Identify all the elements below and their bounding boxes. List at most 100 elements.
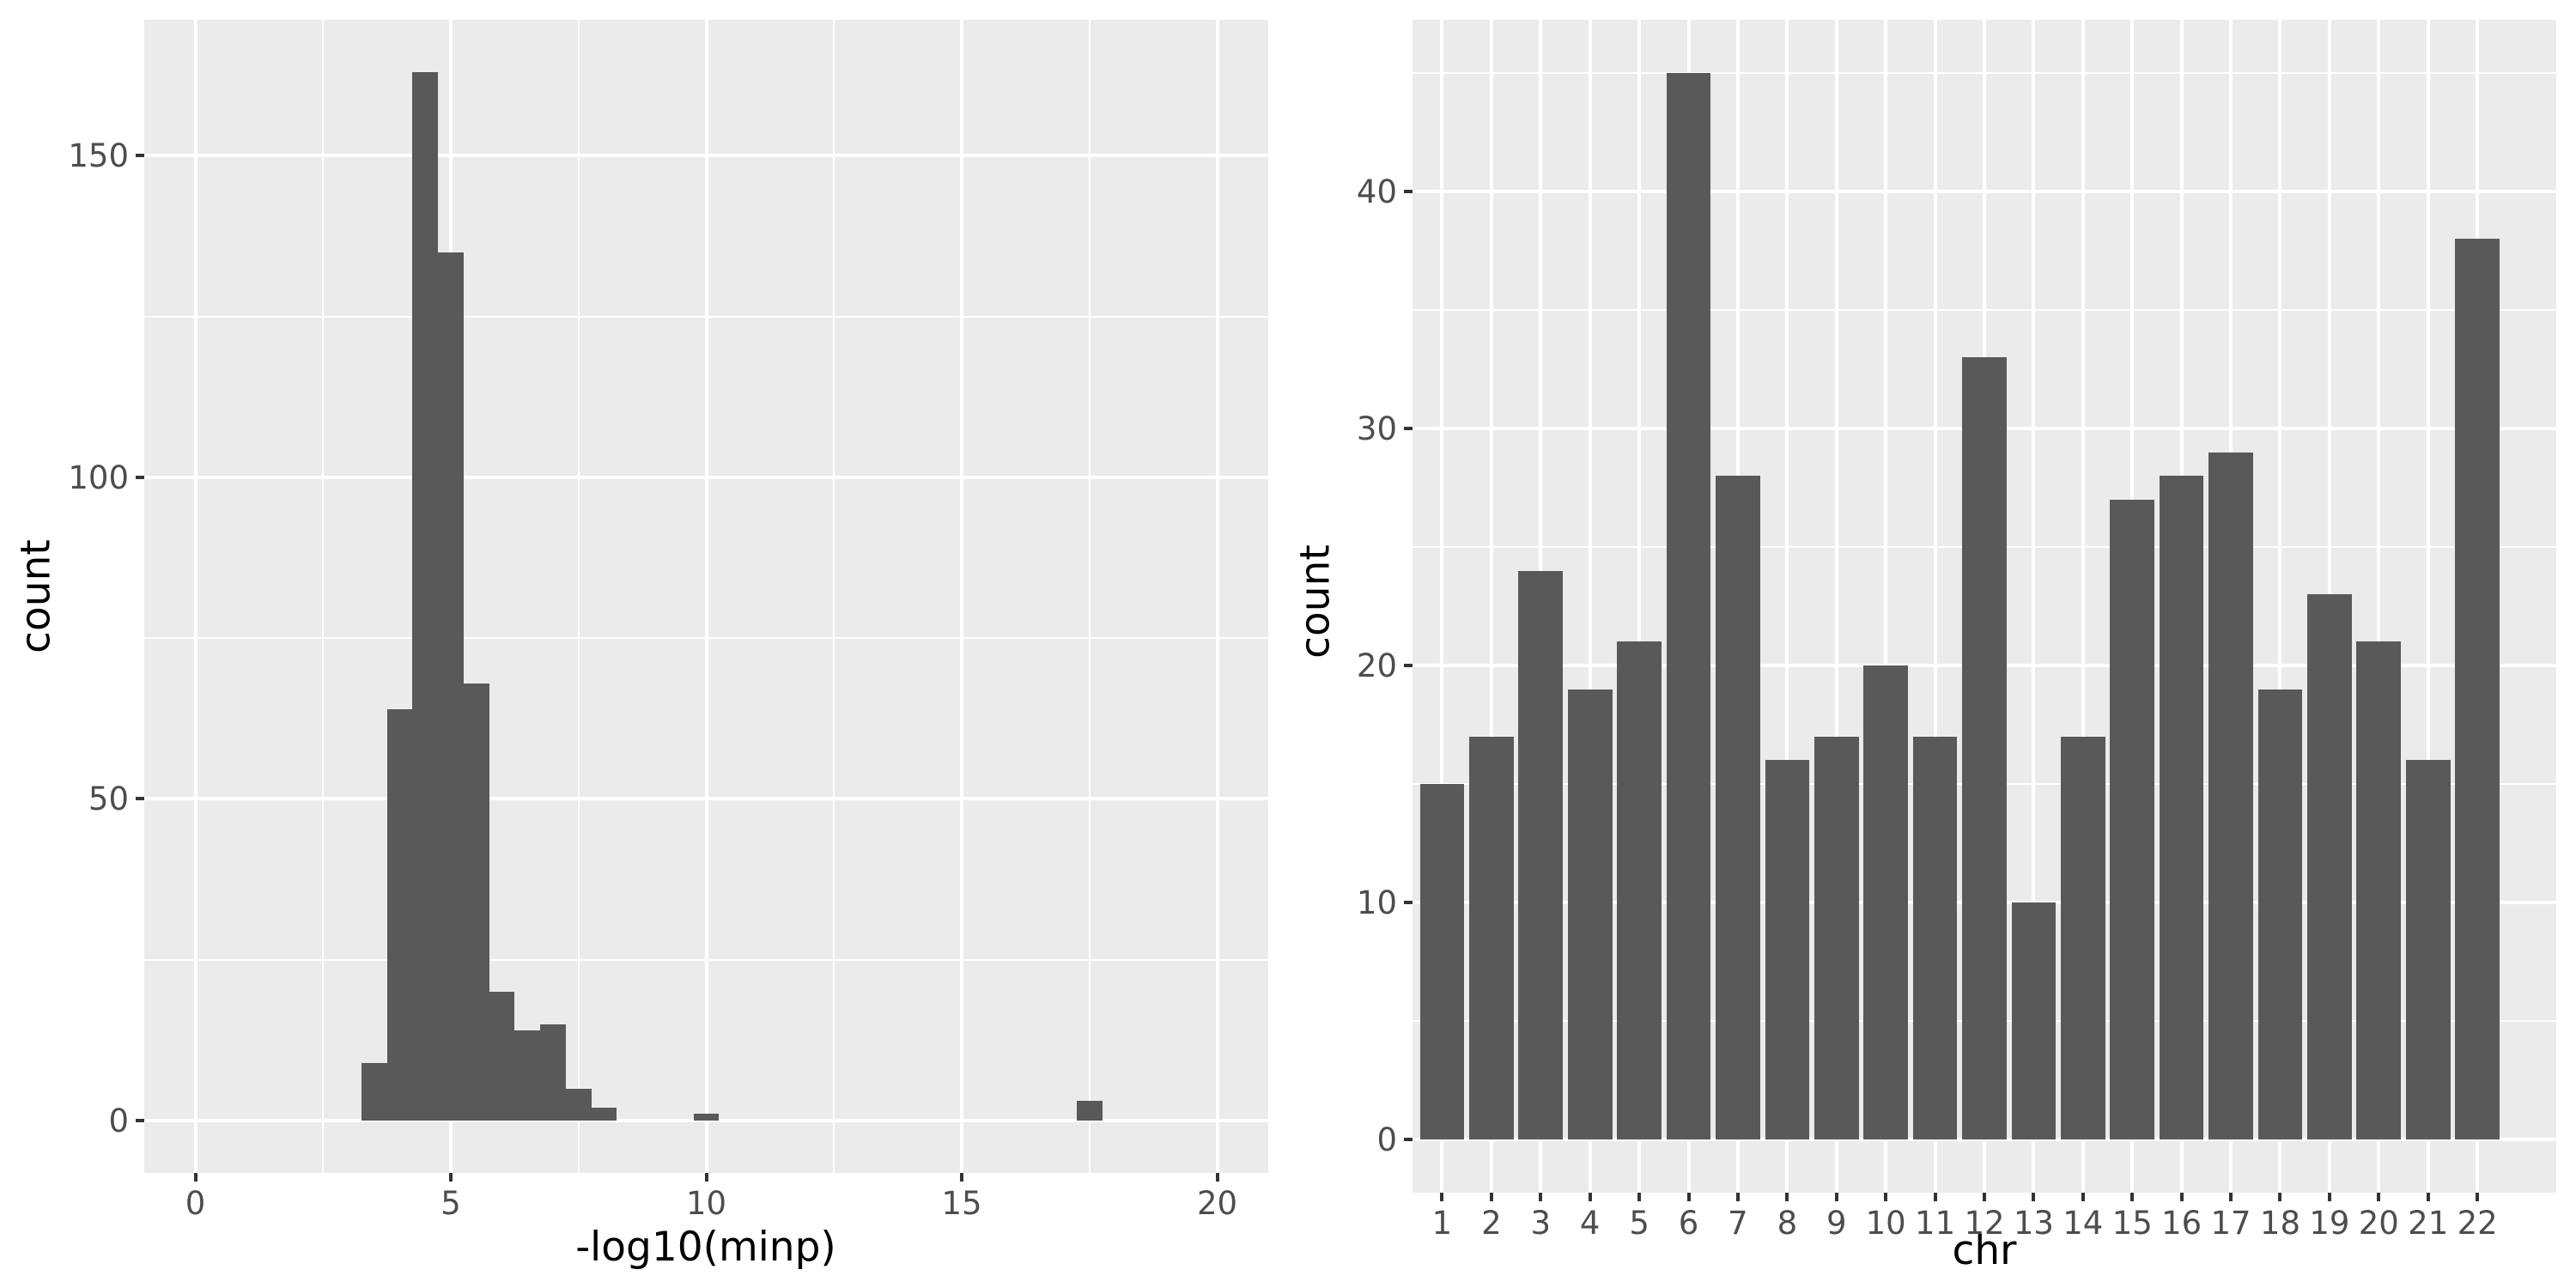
left-y-axis-title: count: [12, 539, 60, 653]
right-x-major-gridline: [1440, 20, 1444, 1193]
right-x-tickmark: [1834, 1193, 1838, 1201]
right-x-tick-label: 2: [1481, 1205, 1502, 1242]
right-x-tick-label: 5: [1629, 1205, 1649, 1242]
left-y-tick-label: 100: [68, 459, 129, 496]
right-x-tickmark: [1735, 1193, 1740, 1201]
left-x-major-gridline: [1215, 20, 1219, 1173]
histogram-bar: [540, 1024, 566, 1121]
right-x-tickmark: [1637, 1193, 1642, 1201]
right-x-major-gridline: [1637, 20, 1642, 1193]
right-x-tickmark: [2377, 1193, 2381, 1201]
bar-chr-18: [2257, 689, 2303, 1139]
right-x-tickmark: [1686, 1193, 1691, 1201]
bar-chr-5: [1617, 641, 1662, 1139]
right-x-tickmark: [2179, 1193, 2184, 1201]
left-y-tick-label: 150: [68, 137, 129, 175]
right-x-tickmark: [1588, 1193, 1592, 1201]
right-x-major-gridline: [2278, 20, 2282, 1193]
right-y-tickmark: [1404, 427, 1413, 431]
right-x-tickmark: [2229, 1193, 2233, 1201]
right-x-major-gridline: [2081, 20, 2085, 1193]
right-x-tick-label: 14: [2063, 1205, 2104, 1242]
right-x-tickmark: [2476, 1193, 2480, 1201]
right-x-tick-label: 7: [1728, 1205, 1748, 1242]
right-y-tick-label: 10: [1356, 884, 1397, 921]
left-y-tickmark: [136, 154, 144, 158]
right-x-tickmark: [1884, 1193, 1888, 1201]
bar-chr-17: [2208, 452, 2253, 1139]
histogram-bar: [693, 1114, 720, 1121]
left-y-tick-label: 50: [88, 781, 129, 818]
bar-chr-10: [1863, 665, 1908, 1139]
histogram-bar: [438, 252, 464, 1121]
right-x-tickmark: [2081, 1193, 2085, 1201]
histogram-bar: [1076, 1101, 1103, 1121]
right-x-major-gridline: [1884, 20, 1888, 1193]
left-x-tickmark: [193, 1173, 197, 1182]
left-x-tick-label: 0: [185, 1185, 206, 1222]
right-x-axis-title: chr: [1952, 1227, 2017, 1274]
right-x-tickmark: [2032, 1193, 2036, 1201]
right-x-major-gridline: [1785, 20, 1789, 1193]
bar-chr-19: [2307, 594, 2352, 1139]
left-x-tick-label: 10: [685, 1185, 727, 1222]
right-x-tickmark: [1983, 1193, 1986, 1201]
bar-chr-16: [2159, 476, 2204, 1139]
right-x-tick-label: 4: [1579, 1205, 1601, 1242]
bar-chr-2: [1469, 736, 1514, 1139]
right-x-tickmark: [2278, 1193, 2282, 1201]
bar-chr-9: [1814, 736, 1859, 1139]
right-y-tick-label: 40: [1356, 173, 1397, 211]
histogram-bar: [463, 683, 489, 1121]
right-x-tickmark: [1933, 1193, 1937, 1201]
right-x-major-gridline: [1489, 20, 1493, 1193]
left-x-tickmark: [1215, 1173, 1219, 1182]
left-x-minor-gridline: [577, 20, 580, 1173]
right-y-tickmark: [1404, 1137, 1413, 1141]
left-x-tick-label: 15: [941, 1185, 982, 1222]
right-y-tick-label: 30: [1356, 410, 1397, 448]
right-x-tick-label: 11: [1915, 1205, 1956, 1242]
left-x-major-gridline: [193, 20, 197, 1173]
right-y-tick-label: 0: [1376, 1121, 1397, 1158]
left-x-tickmark: [960, 1173, 963, 1182]
histogram-bar: [591, 1107, 617, 1121]
right-y-tickmark: [1404, 900, 1413, 904]
bar-chr-3: [1518, 570, 1564, 1139]
left-x-tickmark: [449, 1173, 453, 1182]
right-x-tick-label: 3: [1530, 1205, 1552, 1242]
right-x-tickmark: [2327, 1193, 2331, 1201]
histogram-bar: [361, 1062, 387, 1121]
right-x-major-gridline: [1588, 20, 1592, 1193]
right-x-tick-label: 1: [1431, 1205, 1453, 1242]
right-x-tickmark: [1785, 1193, 1789, 1201]
left-x-tick-label: 5: [440, 1185, 461, 1222]
right-x-major-gridline: [2426, 20, 2430, 1193]
left-y-tickmark: [136, 1118, 144, 1122]
bar-chr-13: [2011, 902, 2057, 1139]
right-x-tickmark: [1489, 1193, 1493, 1201]
right-y-tickmark: [1404, 663, 1413, 667]
left-x-major-gridline: [704, 20, 708, 1173]
right-x-tick-label: 22: [2457, 1205, 2498, 1242]
left-y-tickmark: [136, 475, 144, 479]
right-x-tickmark: [2130, 1193, 2135, 1201]
right-x-tick-label: 12: [1964, 1205, 2005, 1242]
bar-chr-8: [1765, 760, 1810, 1139]
right-x-tickmark: [1539, 1193, 1543, 1201]
right-x-tick-label: 9: [1826, 1205, 1847, 1242]
bar-chr-14: [2060, 736, 2105, 1139]
right-x-tick-label: 18: [2259, 1205, 2301, 1242]
left-x-tickmark: [704, 1173, 708, 1182]
left-x-minor-gridline: [1088, 20, 1091, 1173]
right-x-tick-label: 13: [2013, 1205, 2054, 1242]
left-y-tickmark: [136, 797, 144, 801]
left-x-minor-gridline: [322, 20, 325, 1173]
right-x-tick-label: 8: [1777, 1205, 1798, 1242]
right-x-major-gridline: [1933, 20, 1937, 1193]
right-x-tickmark: [1440, 1193, 1444, 1201]
bar-chr-1: [1419, 783, 1465, 1139]
histogram-bar: [565, 1088, 592, 1121]
right-x-tickmark: [2426, 1193, 2430, 1201]
bar-chr-12: [1962, 357, 2007, 1139]
